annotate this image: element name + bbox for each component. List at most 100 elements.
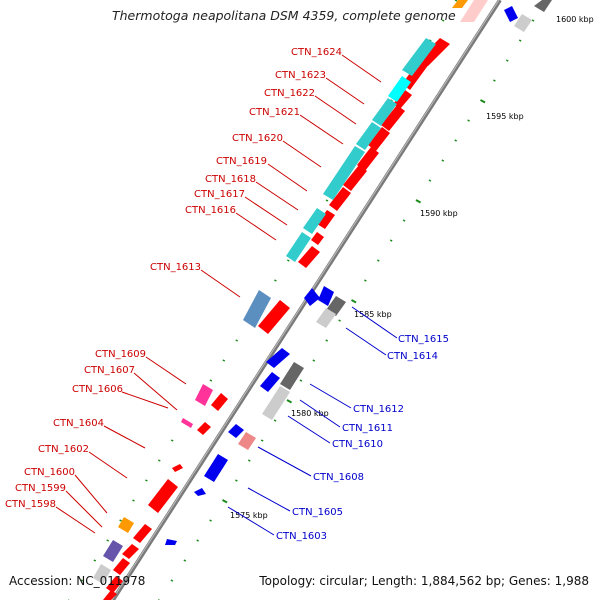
tick-mark bbox=[518, 39, 522, 42]
gene-label-left[interactable]: CTN_1600 bbox=[24, 467, 75, 478]
leader-line bbox=[341, 54, 382, 83]
forward-strand-track bbox=[103, 38, 450, 600]
tick-mark bbox=[286, 399, 293, 404]
gene-arrow-reverse[interactable] bbox=[318, 286, 334, 306]
gene-label-left[interactable]: CTN_1598 bbox=[5, 499, 56, 510]
left-gene-labels: CTN_1624 CTN_1623 CTN_1622 CTN_1621 CTN_… bbox=[5, 47, 382, 534]
tick-label: 1580 kbp bbox=[291, 409, 329, 418]
leader-line bbox=[309, 383, 352, 409]
gene-arrow-forward[interactable] bbox=[393, 90, 412, 109]
gene-label-left[interactable]: CTN_1624 bbox=[291, 47, 342, 58]
gene-box-cyan[interactable] bbox=[372, 98, 397, 126]
gene-label-right[interactable]: CTN_1603 bbox=[276, 531, 327, 542]
gene-arrow-forward[interactable] bbox=[103, 590, 117, 600]
tick-mark bbox=[273, 419, 277, 422]
gene-arrow-forward[interactable] bbox=[298, 246, 320, 268]
gene-label-left[interactable]: CTN_1606 bbox=[72, 384, 123, 395]
gene-arrow-reverse[interactable] bbox=[504, 6, 518, 22]
gene-arrow-forward[interactable] bbox=[197, 422, 211, 435]
tick-mark bbox=[183, 559, 187, 562]
gene-arrow-forward[interactable] bbox=[311, 232, 324, 245]
gene-label-right[interactable]: CTN_1605 bbox=[292, 507, 343, 518]
gene-label-left[interactable]: CTN_1604 bbox=[53, 418, 104, 429]
gene-arrow-forward[interactable] bbox=[317, 210, 335, 229]
gene-label-left[interactable]: CTN_1619 bbox=[216, 156, 267, 167]
leader-line bbox=[55, 506, 96, 534]
gene-box-lightgray[interactable] bbox=[262, 386, 290, 420]
gene-label-right[interactable]: CTN_1610 bbox=[332, 439, 383, 450]
tick-mark bbox=[441, 19, 445, 22]
gene-box-pink[interactable] bbox=[238, 432, 256, 450]
gene-arrow-reverse[interactable] bbox=[260, 372, 280, 392]
gene-label-right[interactable]: CTN_1615 bbox=[398, 334, 449, 345]
gene-label-left[interactable]: CTN_1607 bbox=[84, 365, 135, 376]
gene-box-pink-top[interactable] bbox=[460, 0, 488, 22]
gene-box-magenta[interactable] bbox=[181, 418, 193, 428]
gene-box-cyan[interactable] bbox=[402, 38, 436, 76]
tick-mark bbox=[235, 339, 239, 342]
gene-label-right[interactable]: CTN_1612 bbox=[353, 404, 404, 415]
gene-arrow-forward[interactable] bbox=[258, 300, 290, 334]
gene-label-left[interactable]: CTN_1621 bbox=[249, 107, 300, 118]
gene-box-purple[interactable] bbox=[103, 540, 123, 562]
leader-line bbox=[257, 446, 312, 477]
gene-label-left[interactable]: CTN_1609 bbox=[95, 349, 146, 360]
gene-box-cyan[interactable] bbox=[303, 208, 326, 234]
gene-box-gray[interactable] bbox=[93, 564, 111, 584]
gene-box-cyan[interactable] bbox=[388, 76, 411, 102]
gene-box-gray[interactable] bbox=[534, 0, 552, 12]
gene-box-cyan[interactable] bbox=[356, 122, 381, 150]
tick-mark bbox=[196, 539, 200, 542]
gene-arrow-forward[interactable] bbox=[381, 105, 405, 131]
gene-arrow-forward[interactable] bbox=[329, 187, 351, 211]
gene-label-left[interactable]: CTN_1602 bbox=[38, 444, 89, 455]
tick-mark bbox=[454, 0, 458, 2]
gene-box-cyan[interactable] bbox=[286, 232, 311, 262]
reverse-strand-track bbox=[165, 6, 518, 545]
gene-arrow-forward[interactable] bbox=[343, 165, 367, 191]
leader-line bbox=[287, 415, 331, 444]
gene-arrow-forward[interactable] bbox=[106, 576, 123, 593]
gene-box-magenta[interactable] bbox=[195, 384, 213, 406]
gene-box-lightgray[interactable] bbox=[316, 308, 336, 328]
tick-mark bbox=[247, 459, 251, 462]
gene-label-left[interactable]: CTN_1618 bbox=[205, 174, 256, 185]
gene-label-left[interactable]: CTN_1599 bbox=[15, 483, 66, 494]
accession-text: Accession: NC_011978 bbox=[9, 574, 146, 588]
tick-mark bbox=[415, 199, 422, 204]
gene-label-left[interactable]: CTN_1620 bbox=[232, 133, 283, 144]
tick-mark bbox=[351, 299, 357, 304]
right-gene-labels: CTN_1615 CTN_1614 CTN_1612 CTN_1611 CTN_… bbox=[227, 306, 449, 542]
gene-label-right[interactable]: CTN_1608 bbox=[313, 472, 364, 483]
gene-label-right[interactable]: CTN_1614 bbox=[387, 351, 438, 362]
gene-arrow-reverse[interactable] bbox=[204, 454, 228, 482]
gene-arrow-forward[interactable] bbox=[122, 544, 139, 559]
gene-label-left[interactable]: CTN_1623 bbox=[275, 70, 326, 81]
gene-label-left[interactable]: CTN_1613 bbox=[150, 262, 201, 273]
gene-label-left[interactable]: CTN_1617 bbox=[194, 189, 245, 200]
gene-label-left[interactable]: CTN_1622 bbox=[264, 88, 315, 99]
gene-box-orange[interactable] bbox=[118, 517, 134, 533]
gene-box-gray[interactable] bbox=[280, 362, 304, 390]
gene-arrow-forward[interactable] bbox=[133, 524, 152, 543]
gene-box-steel[interactable] bbox=[243, 290, 271, 328]
gene-arrow-reverse[interactable] bbox=[266, 348, 290, 368]
gene-arrow-forward[interactable] bbox=[148, 479, 178, 513]
gene-label-left[interactable]: CTN_1616 bbox=[185, 205, 236, 216]
gene-arrow-forward[interactable] bbox=[368, 127, 390, 151]
gene-arrow-reverse[interactable] bbox=[194, 488, 206, 496]
gene-box-lightgray[interactable] bbox=[514, 14, 532, 32]
gene-arrow-reverse[interactable] bbox=[304, 288, 320, 306]
gene-box-cyan[interactable] bbox=[323, 146, 365, 200]
gene-arrow-reverse[interactable] bbox=[228, 424, 244, 438]
gene-label-right[interactable]: CTN_1611 bbox=[342, 423, 393, 434]
tick-mark bbox=[402, 219, 406, 222]
gene-box-orange-top[interactable] bbox=[452, 0, 468, 8]
genome-summary-text: Topology: circular; Length: 1,884,562 bp… bbox=[259, 574, 589, 588]
gene-arrow-reverse[interactable] bbox=[165, 539, 177, 545]
gene-arrow-forward[interactable] bbox=[357, 147, 379, 171]
gene-arrow-forward[interactable] bbox=[172, 464, 183, 472]
gene-arrow-forward[interactable] bbox=[113, 558, 130, 575]
leader-line bbox=[247, 487, 291, 512]
gene-arrow-forward[interactable] bbox=[211, 393, 228, 411]
